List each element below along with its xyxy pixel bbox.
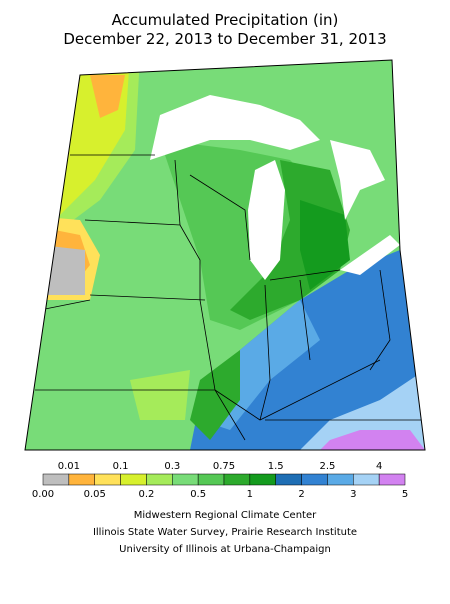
legend-swatch (223, 473, 251, 486)
legend-swatch (353, 473, 380, 486)
legend-label: 0.01 (58, 461, 80, 472)
legend-swatch (94, 473, 121, 486)
legend-label: 0.75 (213, 461, 235, 472)
legend-label: 0.1 (113, 461, 129, 472)
legend-swatch (378, 473, 406, 486)
legend-label: 4 (376, 461, 382, 472)
map-frame (24, 59, 426, 451)
legend-swatch (172, 473, 199, 486)
precip-area (190, 350, 240, 440)
legend-label: 0.00 (32, 489, 54, 500)
lake (150, 95, 320, 160)
credit-line: Illinois State Water Survey, Prairie Res… (93, 527, 357, 538)
legend-label: 0.2 (138, 489, 154, 500)
legend-label: 1.5 (268, 461, 284, 472)
legend-swatch (146, 473, 173, 486)
map (24, 59, 426, 451)
legend-label: 5 (402, 489, 408, 500)
title-line: December 22, 2013 to December 31, 2013 (63, 30, 386, 48)
precip-area (300, 200, 350, 290)
lake (340, 235, 400, 275)
legend-label: 0.3 (164, 461, 180, 472)
credit-line: Midwestern Regional Climate Center (134, 510, 317, 521)
legend-label: 0.05 (84, 489, 106, 500)
lake (330, 140, 385, 220)
precip-area (40, 245, 85, 295)
legend-swatch (197, 473, 225, 486)
legend-swatch (249, 473, 276, 486)
legend: 0.00 0.01 0.05 0.1 0.2 0.3 0.5 0.75 1 1.5 2 2.5 3 4 5 (32, 461, 408, 500)
legend-swatch (275, 473, 302, 486)
legend-swatch (327, 473, 354, 486)
precip-area (130, 370, 190, 420)
legend-swatch (120, 473, 147, 486)
state-borders (35, 154, 425, 441)
legend-swatch (68, 473, 95, 486)
credit-line: University of Illinois at Urbana-Champai… (119, 544, 331, 555)
legend-swatch (42, 473, 70, 486)
lake (248, 160, 285, 280)
legend-swatch (301, 473, 328, 486)
legend-label: 3 (350, 489, 356, 500)
title-line: Accumulated Precipitation (in) (112, 11, 339, 29)
legend-label: 2 (298, 489, 304, 500)
precip-area (320, 430, 425, 450)
precip-area (90, 75, 125, 118)
legend-label: 0.5 (190, 489, 206, 500)
legend-label: 1 (247, 489, 253, 500)
legend-label: 2.5 (319, 461, 335, 472)
